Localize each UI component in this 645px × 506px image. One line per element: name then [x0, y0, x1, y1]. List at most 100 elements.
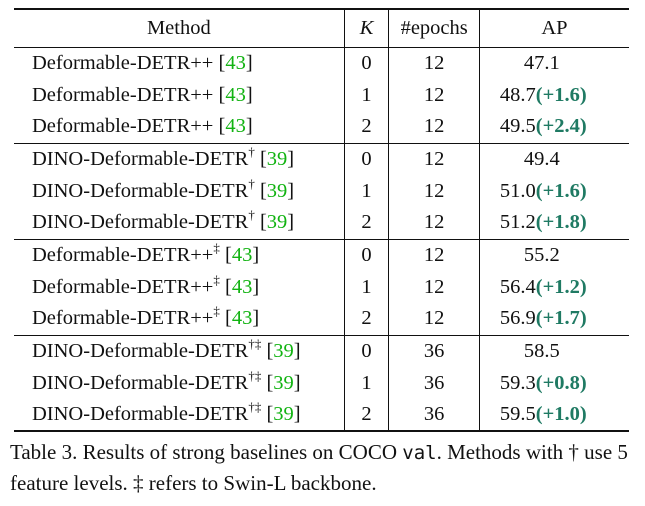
ap-value: 49.5 [499, 115, 536, 138]
method-marker: ‡ [213, 239, 220, 255]
epochs-cell: 12 [388, 271, 480, 303]
citation-link[interactable]: 39 [273, 403, 294, 425]
method-name: Deformable-DETR++ [32, 115, 214, 138]
method-name: DINO-Deformable-DETR [32, 211, 249, 234]
ap-value: 49.4 [523, 147, 560, 170]
method-marker: †‡ [248, 367, 262, 383]
epochs-cell: 12 [388, 207, 480, 239]
method-cell: DINO-Deformable-DETR†‡ [39] [14, 367, 345, 399]
epochs-cell: 12 [388, 143, 480, 175]
epochs-cell: 36 [388, 367, 480, 399]
ap-cell: 51.0(+1.6) [479, 175, 629, 207]
ap-gain: (+1.7) [535, 307, 587, 330]
method-marker: †‡ [248, 399, 262, 414]
caption-code: val [402, 442, 437, 464]
table-row: Deformable-DETR++‡ [43] 2 12 56.9(+1.7) [14, 303, 629, 335]
citation-link[interactable]: 39 [273, 371, 294, 394]
results-table-container: Method K #epochs AP Deformable-DETR++ [4… [14, 8, 629, 432]
k-cell: 0 [344, 47, 390, 79]
citation-link[interactable]: 43 [231, 243, 253, 266]
ap-value: 56.9 [499, 307, 536, 330]
header-epochs: #epochs [388, 9, 480, 47]
citation-link[interactable]: 39 [266, 211, 288, 234]
citation-link[interactable]: 43 [231, 307, 253, 330]
ap-cell: 58.5 [479, 335, 629, 367]
ap-value: 56.4 [499, 275, 536, 298]
ap-gain: (+1.8) [535, 211, 587, 234]
ap-gain: (+2.4) [535, 115, 587, 138]
citation-link[interactable]: 43 [231, 275, 253, 298]
citation-link[interactable]: 43 [225, 115, 246, 138]
header-method: Method [14, 9, 345, 47]
method-name: Deformable-DETR++ [32, 51, 214, 74]
citation-link[interactable]: 39 [273, 339, 294, 362]
method-cell: DINO-Deformable-DETR† [39] [14, 175, 345, 207]
ap-value: 59.3 [499, 371, 536, 394]
table-row: Deformable-DETR++‡ [43] 0 12 55.2 [14, 239, 629, 271]
ap-cell: 47.1 [479, 47, 629, 79]
table-row: Deformable-DETR++ [43] 0 12 47.1 [14, 47, 629, 79]
k-cell: 0 [344, 239, 390, 271]
header-ap: AP [541, 16, 568, 39]
ap-cell: 49.5(+2.4) [479, 111, 629, 143]
method-cell: Deformable-DETR++ [43] [14, 79, 345, 111]
k-cell: 1 [344, 79, 390, 111]
epochs-cell: 12 [388, 303, 480, 335]
method-name: Deformable-DETR++ [32, 307, 214, 330]
ap-cell: 48.7(+1.6) [479, 79, 629, 111]
epochs-cell: 12 [388, 111, 480, 143]
table-row: Deformable-DETR++ [43] 2 12 49.5(+2.4) [14, 111, 629, 143]
epochs-cell: 12 [388, 79, 480, 111]
table-caption: Table 3. Results of strong baselines on … [10, 437, 635, 498]
method-cell: Deformable-DETR++ [43] [14, 47, 345, 79]
ap-cell: 59.5(+1.0) [479, 399, 629, 431]
table-body: Deformable-DETR++ [43] 0 12 47.1 Deformable-… [14, 47, 629, 431]
method-marker: †‡ [248, 335, 262, 351]
epochs-cell: 36 [388, 335, 480, 367]
method-name: DINO-Deformable-DETR [32, 403, 249, 425]
method-name: DINO-Deformable-DETR [32, 147, 249, 170]
ap-cell: 55.2 [479, 239, 629, 271]
ap-gain: (+1.2) [535, 275, 587, 298]
method-name: Deformable-DETR++ [32, 275, 214, 298]
results-table: Method K #epochs AP Deformable-DETR++ [4… [14, 8, 629, 432]
citation-link[interactable]: 43 [225, 51, 246, 74]
citation-link[interactable]: 43 [225, 83, 246, 106]
method-name: Deformable-DETR++ [32, 83, 214, 106]
ap-gain: (+0.8) [535, 371, 587, 394]
ap-value: 59.5 [499, 403, 536, 425]
method-marker: ‡ [213, 271, 220, 287]
table-row: DINO-Deformable-DETR†‡ [39] 1 36 59.3(+0.8) [14, 367, 629, 399]
header-k: K [344, 9, 390, 47]
method-cell: Deformable-DETR++‡ [43] [14, 271, 345, 303]
k-cell: 0 [344, 335, 390, 367]
method-cell: DINO-Deformable-DETR† [39] [14, 143, 345, 175]
ap-cell: 51.2(+1.8) [479, 207, 629, 239]
table-header: Method K #epochs AP [14, 9, 629, 47]
ap-cell: 56.9(+1.7) [479, 303, 629, 335]
epochs-cell: 36 [388, 399, 480, 431]
citation-link[interactable]: 39 [266, 179, 288, 202]
method-name: DINO-Deformable-DETR [32, 371, 249, 394]
method-cell: DINO-Deformable-DETR†‡ [39] [14, 399, 345, 431]
caption-text: Table 3. Results of strong baselines on … [10, 440, 403, 464]
header-row: Method K #epochs AP [14, 9, 629, 47]
ap-value: 58.5 [523, 339, 560, 362]
k-cell: 1 [344, 175, 390, 207]
caption-text-continued: . Methods with † use 5 feature levels. ‡… [10, 440, 628, 495]
method-name: DINO-Deformable-DETR [32, 339, 249, 362]
epochs-cell: 12 [388, 175, 480, 207]
method-cell: Deformable-DETR++‡ [43] [14, 303, 345, 335]
table-row: DINO-Deformable-DETR† [39] 1 12 51.0(+1.6) [14, 175, 629, 207]
method-marker: ‡ [213, 303, 220, 319]
k-cell: 1 [344, 367, 390, 399]
k-cell: 2 [344, 399, 390, 431]
ap-gain: (+1.0) [535, 403, 587, 425]
ap-cell: 59.3(+0.8) [479, 367, 629, 399]
k-cell: 1 [344, 271, 390, 303]
ap-value: 51.0 [499, 179, 536, 202]
table-row: Deformable-DETR++ [43] 1 12 48.7(+1.6) [14, 79, 629, 111]
ap-value: 48.7 [499, 83, 536, 106]
table-row: DINO-Deformable-DETR†‡ [39] 2 36 59.5(+1.0) [14, 399, 629, 431]
citation-link[interactable]: 39 [266, 147, 288, 170]
